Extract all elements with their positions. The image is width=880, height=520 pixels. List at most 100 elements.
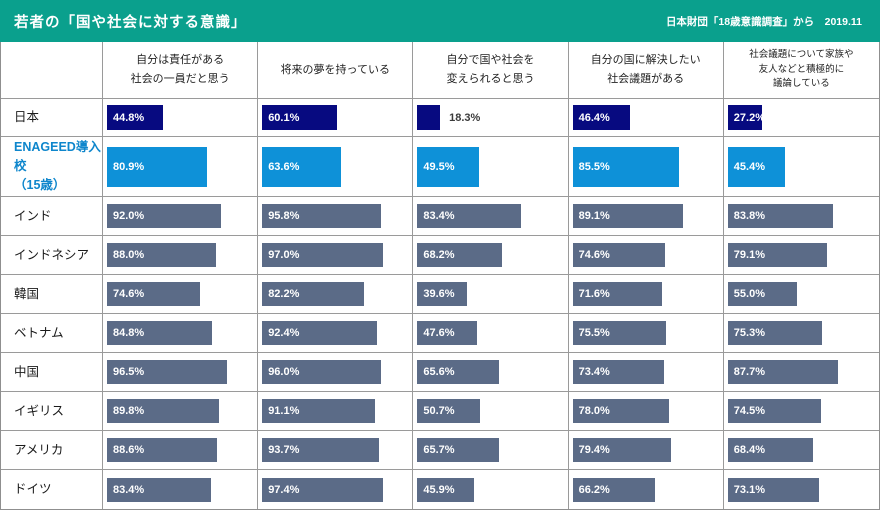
percentage-bar: 93.7% <box>262 438 379 462</box>
percentage-value: 97.4% <box>268 483 300 496</box>
percentage-value: 44.8% <box>113 111 145 124</box>
percentage-bar: 96.0% <box>262 360 382 384</box>
bar-cell: 44.8% <box>103 99 259 136</box>
percentage-bar: 85.5% <box>572 146 679 187</box>
percentage-value: 96.5% <box>113 366 145 378</box>
percentage-value: 89.1% <box>578 210 610 222</box>
bar-cell: 93.7% <box>258 431 414 469</box>
bar-cell: 74.6% <box>569 236 724 274</box>
percentage-bar: 78.0% <box>572 399 670 423</box>
percentage-value: 92.4% <box>268 327 300 339</box>
percentage-value: 88.6% <box>113 444 145 456</box>
bar-cell: 45.9% <box>413 470 569 509</box>
bar-cell: 75.3% <box>724 314 879 352</box>
percentage-value: 65.7% <box>423 444 455 456</box>
table-header-row: 自分は責任がある 社会の一員だと思う 将来の夢を持っている 自分で国や社会を 変… <box>1 42 879 99</box>
bar-cell: 65.6% <box>413 353 569 391</box>
bar-cell: 39.6% <box>413 275 569 313</box>
percentage-value: 74.5% <box>733 405 765 417</box>
percentage-value: 80.9% <box>113 160 145 173</box>
table-row: イギリス 89.8% 91.1% 50.7% 78.0% 74.5% <box>1 392 879 431</box>
bar-cell: 89.1% <box>569 197 724 235</box>
percentage-bar: 92.0% <box>107 204 222 228</box>
table-body: 日本 44.8% 60.1% 18.3% 46.4% 27.2% ENAGEED導入校 （1… <box>1 99 879 509</box>
bar-cell: 97.4% <box>258 470 414 509</box>
bar-cell: 87.7% <box>724 353 879 391</box>
percentage-value: 83.8% <box>733 210 765 222</box>
percentage-value: 89.8% <box>113 405 145 417</box>
bar-cell: 85.5% <box>569 137 724 196</box>
bar-cell: 83.4% <box>413 197 569 235</box>
percentage-bar: 68.4% <box>727 438 814 462</box>
bar-cell: 46.4% <box>569 99 724 136</box>
row-label: 韓国 <box>1 275 103 313</box>
percentage-bar: 80.9% <box>107 146 208 187</box>
bar-cell: 79.4% <box>569 431 724 469</box>
bar-cell: 65.7% <box>413 431 569 469</box>
percentage-bar: 83.4% <box>107 477 211 502</box>
percentage-value: 97.0% <box>268 249 300 261</box>
percentage-value: 95.8% <box>268 210 300 222</box>
percentage-bar: 75.5% <box>572 321 667 345</box>
row-label: 日本 <box>1 99 103 136</box>
bar-cell: 92.0% <box>103 197 259 235</box>
percentage-value: 68.2% <box>423 249 455 261</box>
column-header-discuss-social-issues: 社会議題について家族や 友人などと積極的に 議論している <box>749 48 854 90</box>
percentage-value: 68.4% <box>733 444 765 456</box>
percentage-value: 66.2% <box>578 483 610 496</box>
percentage-value: 92.0% <box>113 210 145 222</box>
bar-cell: 71.6% <box>569 275 724 313</box>
bar-cell: 74.5% <box>724 392 879 430</box>
percentage-value: 75.5% <box>578 327 610 339</box>
percentage-bar: 96.5% <box>107 360 227 384</box>
percentage-bar: 79.4% <box>572 438 672 462</box>
percentage-bar <box>417 105 441 130</box>
percentage-bar: 97.4% <box>262 477 384 502</box>
column-header-social-issues-to-solve: 自分の国に解決したい 社会議題がある <box>569 42 724 98</box>
column-header-responsible-member: 自分は責任がある 社会の一員だと思う <box>103 42 259 98</box>
percentage-bar: 55.0% <box>727 282 797 306</box>
percentage-value: 71.6% <box>578 288 610 300</box>
percentage-value: 27.2% <box>733 111 765 124</box>
percentage-value: 50.7% <box>423 405 455 417</box>
bar-cell: 89.8% <box>103 392 259 430</box>
percentage-bar: 87.7% <box>727 360 838 384</box>
percentage-bar: 84.8% <box>107 321 213 345</box>
percentage-value: 18.3% <box>449 111 481 124</box>
bar-cell: 91.1% <box>258 392 414 430</box>
percentage-value: 83.4% <box>423 210 455 222</box>
table-row: 日本 44.8% 60.1% 18.3% 46.4% 27.2% <box>1 99 879 137</box>
corner-cell <box>1 42 103 98</box>
percentage-bar: 50.7% <box>417 399 481 423</box>
percentage-value: 73.4% <box>578 366 610 378</box>
bar-cell: 73.4% <box>569 353 724 391</box>
source-note: 日本財団「18歳意識調査」から 2019.11 <box>665 15 862 28</box>
percentage-bar: 63.6% <box>262 146 342 187</box>
percentage-value: 79.4% <box>578 444 610 456</box>
percentage-value: 93.7% <box>268 444 300 456</box>
bar-cell: 82.2% <box>258 275 414 313</box>
table-row: 韓国 74.6% 82.2% 39.6% 71.6% 55.0% <box>1 275 879 314</box>
percentage-value: 88.0% <box>113 249 145 261</box>
bar-cell: 63.6% <box>258 137 414 196</box>
percentage-bar: 97.0% <box>262 243 383 267</box>
percentage-value: 45.4% <box>733 160 765 173</box>
row-label: ENAGEED導入校 （15歳） <box>1 137 103 196</box>
table-row: ENAGEED導入校 （15歳） 80.9% 63.6% 49.5% 85.5% 45.4… <box>1 137 879 197</box>
percentage-bar: 71.6% <box>572 282 662 306</box>
bar-cell: 79.1% <box>724 236 879 274</box>
percentage-bar: 74.5% <box>727 399 822 423</box>
survey-table: 自分は責任がある 社会の一員だと思う 将来の夢を持っている 自分で国や社会を 変… <box>0 42 880 510</box>
bar-cell: 88.0% <box>103 236 259 274</box>
percentage-value: 78.0% <box>578 405 610 417</box>
column-header-future-dream: 将来の夢を持っている <box>258 42 414 98</box>
title-bar: 若者の「国や社会に対する意識」 日本財団「18歳意識調査」から 2019.11 <box>0 0 880 42</box>
bar-cell: 74.6% <box>103 275 259 313</box>
percentage-value: 79.1% <box>733 249 765 261</box>
bar-cell: 84.8% <box>103 314 259 352</box>
percentage-value: 75.3% <box>733 327 765 339</box>
bar-cell: 68.2% <box>413 236 569 274</box>
percentage-value: 74.6% <box>113 288 145 300</box>
row-label: ドイツ <box>1 470 103 509</box>
